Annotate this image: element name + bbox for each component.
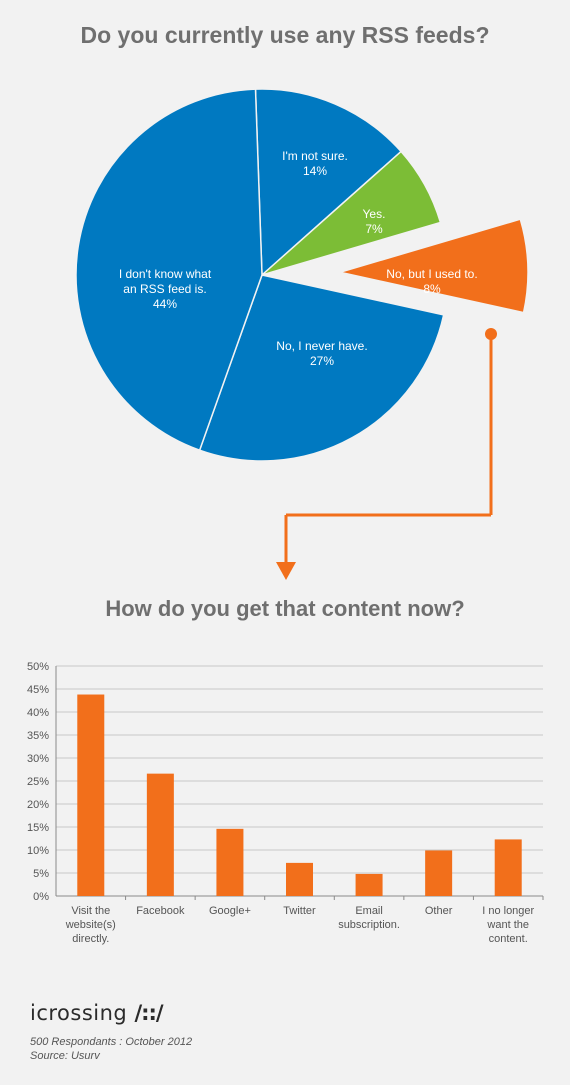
pie-slice-label: Yes.: [363, 207, 386, 221]
brand-name: icrossing: [30, 1001, 128, 1025]
pie-slice: [75, 88, 263, 452]
y-tick-label: 15%: [27, 822, 49, 834]
connector-dot: [485, 328, 497, 340]
y-tick-label: 5%: [33, 868, 49, 880]
down-arrow-icon: [276, 562, 296, 580]
respondents-note: 500 Respondants : October 2012: [30, 1036, 193, 1048]
x-category-label: website(s): [65, 919, 116, 931]
x-category-label: Twitter: [283, 905, 316, 917]
source-note: Source: Usurv: [30, 1050, 100, 1062]
x-category-label: I no longer: [482, 905, 534, 917]
pie-slice-label: I don't know what: [119, 267, 212, 281]
pie-slice: [339, 218, 529, 314]
pie-slice: [198, 274, 445, 462]
pie-slice-label: an RSS feed is.: [123, 282, 206, 296]
x-category-label: Google+: [209, 905, 251, 917]
bar-chart-title: How do you get that content now?: [105, 596, 465, 621]
pie-slice-label: I'm not sure.: [282, 149, 348, 163]
pie-slice-value-label: 14%: [303, 164, 327, 178]
pie-slice: [261, 150, 442, 276]
pie-slice: [254, 88, 403, 277]
bar: [216, 828, 244, 896]
bar: [355, 873, 383, 896]
pie-chart: I'm not sure.14% Yes.7% No, but I used to.…: [75, 88, 529, 580]
y-tick-label: 10%: [27, 845, 49, 857]
x-category-label: content.: [489, 933, 528, 945]
bar: [286, 862, 313, 896]
pie-slice-value-label: 8%: [423, 282, 441, 296]
brand-mark: /::/: [134, 1001, 163, 1025]
pie-slice-label: No, I never have.: [276, 339, 367, 353]
bar: [77, 694, 105, 896]
pie-slice-value-label: 7%: [365, 222, 383, 236]
y-tick-label: 50%: [27, 661, 49, 673]
y-tick-label: 25%: [27, 776, 49, 788]
y-tick-label: 40%: [27, 707, 49, 719]
x-category-label: directly.: [72, 933, 109, 945]
brand-logo: icrossing /::/: [30, 1001, 164, 1025]
x-category-label: Facebook: [136, 905, 185, 917]
x-category-label: want the: [486, 919, 529, 931]
x-category-label: Other: [425, 905, 453, 917]
y-tick-label: 30%: [27, 753, 49, 765]
bar-chart: 0% 5% 10% 15% 20% 25% 30% 35% 40% 45% 50% Visit the…: [27, 661, 544, 945]
pie-slice-value-label: 44%: [153, 297, 177, 311]
y-tick-label: 35%: [27, 730, 49, 742]
x-category-label: subscription.: [338, 919, 400, 931]
pie-slice-value-label: 27%: [310, 354, 334, 368]
y-tick-label: 20%: [27, 799, 49, 811]
x-category-label: Email: [355, 905, 383, 917]
bar: [425, 850, 453, 896]
bar: [494, 839, 522, 896]
x-category-label: Visit the: [71, 905, 110, 917]
bar: [146, 773, 174, 896]
y-tick-label: 0%: [33, 891, 49, 903]
pie-chart-title: Do you currently use any RSS feeds?: [80, 22, 490, 48]
y-tick-label: 45%: [27, 684, 49, 696]
pie-slice-label: No, but I used to.: [386, 267, 477, 281]
